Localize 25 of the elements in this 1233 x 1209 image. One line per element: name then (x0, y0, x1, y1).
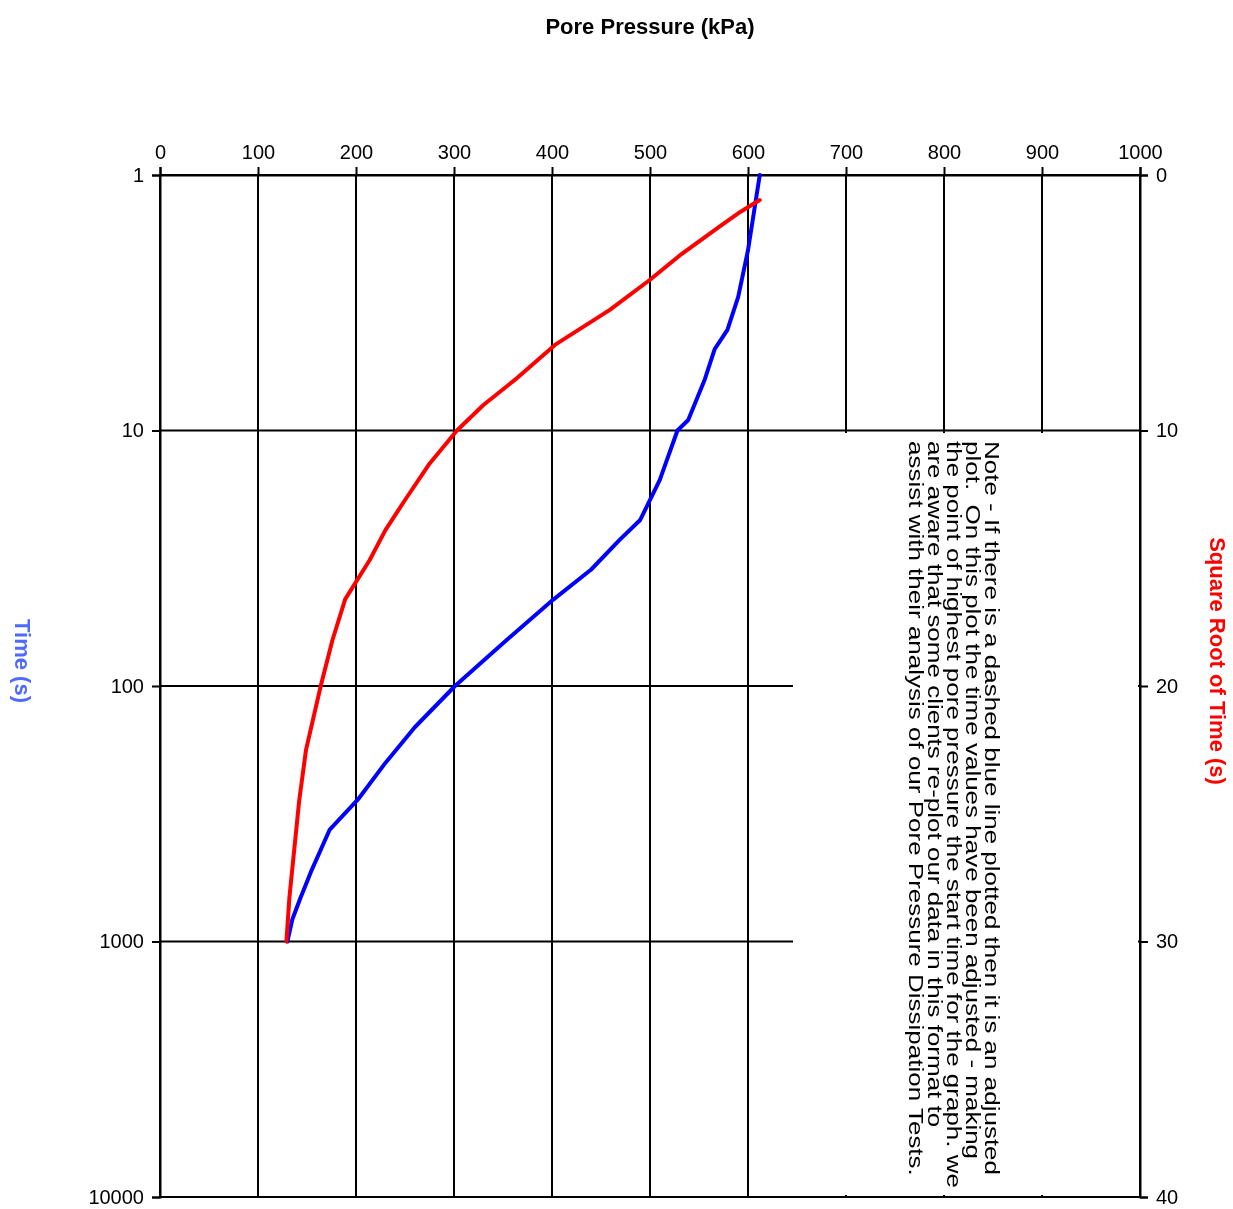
annotation: Note - If there is a dashed blue line plotted then it is an adjusted plot. On this plot the time values have been adjusted - making the point of highest pore pressure the start time for the graph. we are aware that some clients re-plot our data in this format to assist with their analysis of our Pore Pressure Dissipation Tests. (904, 441, 1004, 1188)
y-axis-title: Time (s) (10, 619, 35, 703)
x-tick-label: 0 (154, 141, 167, 163)
x-tick-label: 700 (829, 141, 864, 163)
y-tick-label: 1 (132, 163, 144, 186)
x-tick-label: 1000 (1118, 141, 1163, 163)
y2-tick-label: 40 (1156, 1185, 1179, 1208)
y-tick-label: 100 (110, 674, 144, 697)
y2-tick-label: 0 (1156, 163, 1168, 186)
x-tick-label: 800 (927, 141, 962, 163)
x-tick-label: 900 (1025, 141, 1060, 163)
y2-tick-label: 30 (1156, 930, 1179, 953)
y2-tick-label: 10 (1156, 419, 1179, 442)
y-tick-label: 10000 (88, 1185, 144, 1208)
x-tick-label: 600 (731, 141, 766, 163)
x-tick-label: 400 (535, 141, 570, 163)
x-tick-label: 500 (633, 141, 668, 163)
y2-tick-label: 20 (1156, 674, 1179, 697)
y2-axis-title: Square Root of Time (s) (1205, 537, 1230, 785)
x-axis-title: Pore Pressure (kPa) (545, 14, 755, 39)
y-tick-label: 10 (121, 419, 144, 442)
y-tick-label: 1000 (99, 930, 144, 953)
x-tick-label: 100 (241, 141, 276, 163)
x-tick-label: 300 (437, 141, 472, 163)
x-tick-label: 200 (339, 141, 374, 163)
